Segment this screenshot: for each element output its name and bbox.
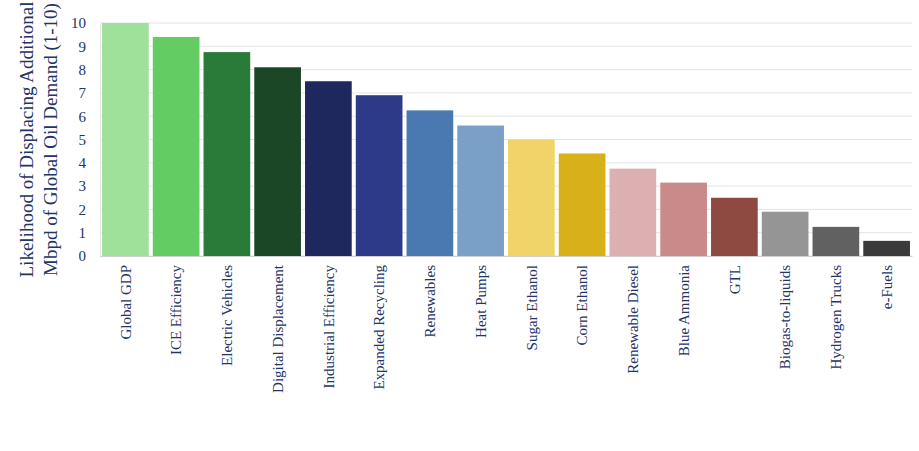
y-tick: 1 (79, 225, 101, 241)
x-tick-label: Blue Ammonia (676, 265, 692, 357)
y-tick-label: 0 (79, 248, 87, 264)
y-tick-label: 8 (79, 62, 87, 78)
y-tick-label: 6 (79, 109, 87, 125)
x-tick: Electric Vehicles (219, 256, 235, 366)
x-tick-label: Sugar Ethanol (524, 265, 540, 350)
x-tick-label: Hydrogen Trucks (828, 265, 844, 370)
y-tick: 8 (79, 62, 101, 78)
x-tick: Digital Displacement (270, 256, 286, 393)
y-axis-title: Likelihood of Displacing Additional (16, 2, 37, 278)
x-tick-label: Renewables (422, 265, 438, 338)
x-tick: Renewable Diesel (625, 256, 641, 374)
x-tick: Sugar Ethanol (524, 256, 540, 350)
y-tick: 6 (79, 109, 101, 125)
bar (660, 183, 707, 256)
bar (204, 52, 251, 256)
y-axis-line (100, 24, 101, 257)
y-tick: 9 (79, 39, 101, 55)
y-tick-label: 10 (71, 15, 86, 31)
x-tick-label: GTL (727, 265, 743, 294)
x-tick: Global GDP (118, 256, 134, 340)
bar (102, 23, 149, 256)
x-tick: Renewables (422, 256, 438, 337)
x-tick-label: e-Fuels (879, 265, 895, 309)
y-tick-label: 2 (79, 202, 87, 218)
x-tick: e-Fuels (879, 256, 895, 309)
x-tick-label: Biogas-to-liquids (777, 265, 793, 369)
bar (457, 126, 504, 256)
x-tick: Hydrogen Trucks (828, 256, 844, 370)
x-tick: ICE Efficiency (168, 256, 184, 355)
y-tick-label: 3 (79, 178, 87, 194)
bar (863, 241, 910, 256)
y-tick-label: 1 (79, 225, 87, 241)
x-tick: Blue Ammonia (676, 256, 692, 356)
x-tick: Expanded Recycling (371, 256, 387, 390)
bar (610, 169, 657, 256)
y-axis: 0 1 2 3 4 5 6 7 8 9 10 (71, 15, 101, 264)
x-tick-label: Renewable Diesel (625, 265, 641, 374)
y-tick: 0 (79, 248, 101, 264)
x-tick-label: Expanded Recycling (371, 265, 387, 390)
bar (153, 37, 200, 256)
grid-line (100, 46, 912, 47)
x-tick-label: Corn Ethanol (574, 265, 590, 345)
x-tick-label: Digital Displacement (270, 264, 286, 393)
x-tick-label: Heat Pumps (473, 265, 489, 338)
bar (813, 227, 860, 256)
x-tick-label: ICE Efficiency (168, 265, 184, 356)
x-tick-label: Global GDP (118, 265, 134, 340)
y-tick-label: 7 (79, 85, 87, 101)
bar (762, 212, 809, 256)
y-tick-label: 9 (79, 39, 87, 55)
y-tick: 10 (71, 15, 100, 31)
x-tick: Industrial Efficiency (321, 256, 337, 388)
x-tick: Heat Pumps (473, 256, 489, 338)
bar (356, 95, 403, 256)
grid (100, 23, 912, 256)
y-tick: 4 (79, 155, 101, 171)
bar (559, 153, 606, 256)
y-tick: 3 (79, 178, 101, 194)
bar (254, 67, 301, 256)
x-tick: GTL (727, 256, 743, 294)
x-axis-line (101, 256, 913, 257)
x-tick: Corn Ethanol (574, 256, 590, 345)
y-tick: 7 (79, 85, 101, 101)
bars (102, 23, 910, 256)
bar (407, 110, 454, 256)
x-tick-label: Industrial Efficiency (321, 265, 337, 389)
y-tick-label: 4 (79, 155, 87, 171)
y-tick: 5 (79, 132, 101, 148)
y-tick-label: 5 (79, 132, 87, 148)
bar (508, 140, 555, 257)
bar (305, 81, 352, 256)
bar (711, 198, 758, 256)
x-tick: Biogas-to-liquids (777, 256, 793, 369)
y-tick: 2 (79, 202, 101, 218)
x-axis: Global GDP ICE Efficiency Electric Vehicle… (101, 256, 913, 393)
grid-line (100, 23, 912, 24)
y-axis-title: Mbpd of Global Oil Demand (1-10) (40, 3, 62, 276)
x-tick-label: Electric Vehicles (219, 265, 235, 366)
chart: 0 1 2 3 4 5 6 7 8 9 10 Global GDP ICE Efficiency Elec… (0, 0, 919, 451)
